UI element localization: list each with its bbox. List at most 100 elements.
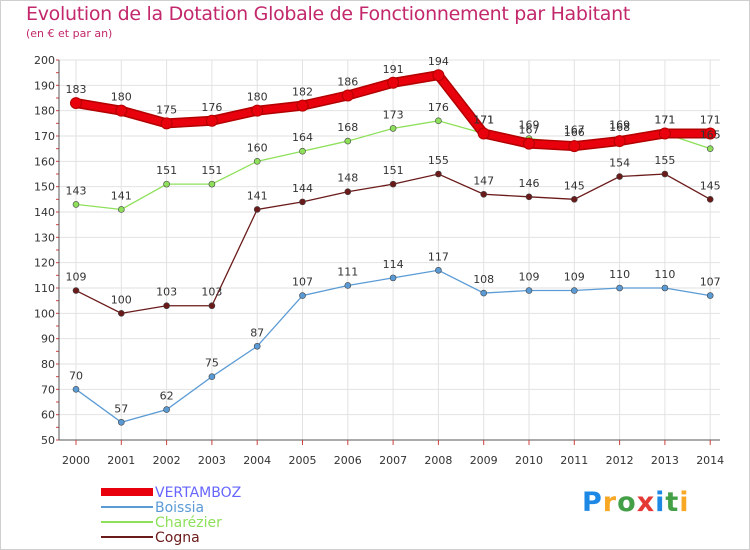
data-point-boissia: [208, 373, 216, 380]
data-label-vertamboz: 171: [700, 113, 721, 126]
data-label-vertamboz: 171: [654, 113, 675, 126]
data-label-vertamboz: 166: [564, 126, 585, 139]
data-label-cogna: 147: [473, 174, 494, 187]
data-label-boissia: 107: [292, 276, 313, 289]
y-tick-label: 180: [34, 105, 55, 118]
chart-subtitle: (en € et par an): [26, 27, 113, 40]
data-point-vertamboz: [613, 135, 626, 148]
data-point-boissia: [616, 284, 623, 292]
y-tick-label: 140: [34, 206, 55, 219]
data-point-cogna: [570, 196, 578, 203]
data-label-cogna: 141: [247, 189, 268, 202]
data-point-vertamboz: [160, 117, 173, 130]
data-label-charezier: 169: [609, 119, 630, 132]
data-point-cogna: [435, 170, 442, 178]
logo-letter: i: [655, 487, 666, 518]
logo-letter: o: [617, 487, 637, 518]
data-point-vertamboz: [432, 69, 445, 82]
data-label-boissia: 75: [205, 357, 219, 370]
data-point-boissia: [706, 292, 714, 299]
data-label-vertamboz: 168: [609, 121, 630, 134]
data-label-boissia: 109: [564, 271, 585, 284]
data-point-charezier: [253, 158, 261, 165]
legend-label-charezier: Charézier: [155, 515, 222, 531]
logo-letter: r: [602, 487, 618, 518]
data-label-cogna: 146: [519, 177, 540, 190]
data-label-cogna: 155: [654, 154, 675, 167]
x-tick-label: 2004: [243, 454, 271, 467]
data-point-cogna: [480, 190, 488, 198]
data-label-vertamboz: 182: [292, 86, 313, 99]
data-label-cogna: 103: [156, 286, 177, 299]
data-label-charezier: 171: [654, 113, 675, 126]
data-point-charezier: [299, 147, 306, 155]
data-label-vertamboz: 167: [519, 124, 540, 137]
data-point-charezier: [163, 180, 170, 188]
y-tick-label: 160: [34, 155, 55, 168]
x-tick-label: 2006: [334, 454, 362, 467]
data-label-cogna: 109: [66, 271, 87, 284]
x-tick-label: 2012: [606, 454, 634, 467]
data-label-vertamboz: 186: [337, 75, 358, 88]
data-point-boissia: [163, 406, 170, 413]
x-tick-label: 2001: [107, 454, 135, 467]
y-tick-label: 50: [41, 434, 55, 447]
data-label-cogna: 154: [609, 157, 630, 170]
legend-label-vertamboz: VERTAMBOZ: [155, 485, 241, 501]
data-label-charezier: 173: [383, 108, 404, 121]
data-point-charezier: [389, 125, 397, 132]
data-label-cogna: 145: [700, 179, 721, 192]
data-label-cogna: 155: [428, 154, 449, 167]
data-point-cogna: [299, 198, 306, 206]
data-point-cogna: [163, 302, 170, 310]
data-label-boissia: 107: [700, 276, 721, 289]
data-point-boissia: [661, 284, 669, 292]
x-tick-label: 2010: [515, 454, 543, 467]
logo-letter: i: [679, 487, 690, 518]
data-label-charezier: 164: [292, 131, 313, 144]
legend-label-cogna: Cogna: [155, 530, 200, 546]
data-label-vertamboz: 191: [383, 63, 404, 76]
data-point-boissia: [72, 386, 80, 393]
data-point-cogna: [389, 180, 397, 188]
y-tick-label: 110: [34, 282, 55, 295]
data-point-cogna: [616, 173, 623, 180]
y-tick-label: 60: [41, 409, 55, 422]
chart-title: Evolution de la Dotation Globale de Fonc…: [26, 3, 631, 25]
data-point-cogna: [72, 287, 80, 294]
data-label-cogna: 151: [383, 164, 404, 177]
data-label-boissia: 110: [609, 268, 630, 281]
data-label-charezier: 143: [66, 184, 87, 197]
data-point-vertamboz: [341, 89, 354, 102]
data-label-charezier: 151: [156, 164, 177, 177]
data-label-cogna: 103: [201, 286, 222, 299]
data-label-charezier: 160: [247, 141, 268, 154]
data-label-charezier: 141: [111, 189, 132, 202]
y-tick-label: 190: [34, 79, 55, 92]
y-tick-label: 80: [41, 358, 55, 371]
data-label-boissia: 57: [114, 402, 128, 415]
x-tick-label: 2002: [153, 454, 181, 467]
x-tick-label: 2014: [696, 454, 724, 467]
data-point-boissia: [480, 289, 488, 297]
data-point-charezier: [435, 117, 442, 125]
data-label-vertamboz: 176: [201, 101, 222, 114]
data-label-vertamboz: 180: [111, 91, 132, 104]
data-point-boissia: [344, 282, 352, 289]
data-point-boissia: [435, 266, 442, 274]
data-label-vertamboz: 180: [247, 91, 268, 104]
data-point-cogna: [208, 302, 216, 310]
x-tick-label: 2000: [62, 454, 90, 467]
y-tick-label: 70: [41, 383, 55, 396]
data-label-boissia: 117: [428, 250, 449, 263]
data-point-boissia: [389, 274, 397, 282]
data-point-charezier: [72, 201, 80, 208]
logo-letter: t: [665, 487, 680, 518]
x-tick-label: 2008: [424, 454, 452, 467]
data-point-vertamboz: [477, 127, 490, 140]
data-point-cogna: [706, 196, 714, 203]
data-label-vertamboz: 183: [66, 83, 87, 96]
data-label-boissia: 62: [160, 390, 174, 403]
data-point-cogna: [118, 310, 125, 317]
